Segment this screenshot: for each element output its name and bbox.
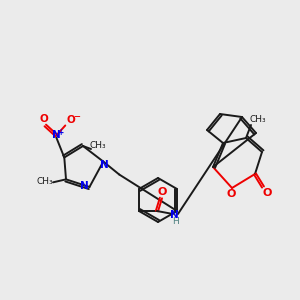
Text: CH₃: CH₃ bbox=[90, 142, 106, 151]
Text: O: O bbox=[262, 188, 272, 198]
Text: −: − bbox=[73, 112, 80, 121]
Text: N: N bbox=[169, 210, 178, 220]
Text: O: O bbox=[40, 115, 49, 124]
Text: N: N bbox=[52, 130, 61, 140]
Text: +: + bbox=[57, 128, 63, 137]
Text: H: H bbox=[172, 217, 179, 226]
Text: CH₃: CH₃ bbox=[250, 116, 266, 124]
Text: N: N bbox=[100, 160, 109, 170]
Text: O: O bbox=[67, 116, 76, 125]
Text: N: N bbox=[80, 181, 89, 191]
Text: O: O bbox=[226, 189, 236, 199]
Text: CH₃: CH₃ bbox=[37, 177, 53, 186]
Text: O: O bbox=[157, 187, 167, 197]
